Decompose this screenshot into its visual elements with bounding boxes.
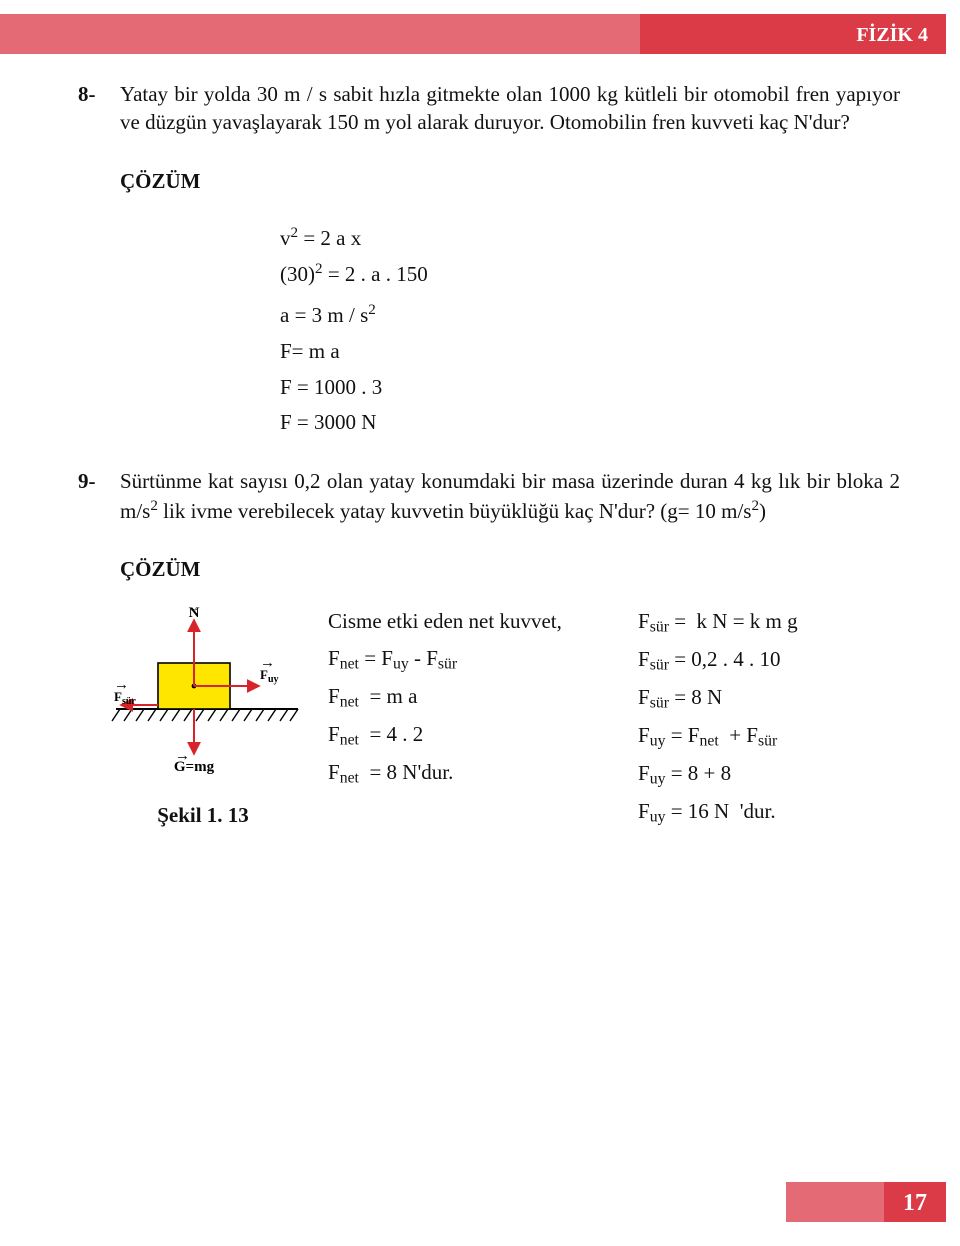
s9c2-l5: Fuy = 8 + 8 [638,755,900,793]
page-number: 17 [884,1182,946,1222]
solution-9-heading: ÇÖZÜM [120,555,900,583]
figure-9: → N G=mg → Fuy → Fsür → Şekil 1. 13 [78,601,328,829]
s9c2-l1: Fsür = k N = k m g [638,603,900,641]
solution-9-col-1: Cisme etki eden net kuvvet, Fnet = Fuy -… [328,601,628,792]
s9c1-l2: Fnet = Fuy - Fsür [328,640,628,678]
solution-9-body: → N G=mg → Fuy → Fsür → Şekil 1. 13 Cism… [78,601,900,831]
eq8-1: v2 = 2 a x [280,221,900,257]
solution-9-col-2: Fsür = k N = k m g Fsür = 0,2 . 4 . 10 F… [628,601,900,831]
question-9: 9- Sürtünme kat sayısı 0,2 olan yatay ko… [78,467,900,525]
solution-8-equations: v2 = 2 a x (30)2 = 2 . a . 150 a = 3 m /… [280,221,900,441]
solution-8-heading: ÇÖZÜM [120,167,900,195]
question-9-number: 9- [78,467,120,525]
question-8: 8- Yatay bir yolda 30 m / s sabit hızla … [78,80,900,137]
header-label: FİZİK 4 [856,24,928,46]
s9c1-l1: Cisme etki eden net kuvvet, [328,603,628,640]
s9c1-l4: Fnet = 4 . 2 [328,716,628,754]
page-number-band: 17 [786,1182,946,1222]
free-body-diagram: → N G=mg → Fuy → Fsür → [98,601,308,781]
svg-text:→: → [175,748,190,764]
eq8-5: F = 1000 . 3 [280,370,900,406]
eq8-3: a = 3 m / s2 [280,298,900,334]
page-content: 8- Yatay bir yolda 30 m / s sabit hızla … [78,80,900,831]
s9c2-l6: Fuy = 16 N 'dur. [638,793,900,831]
eq8-6: F = 3000 N [280,405,900,441]
header-band-left [0,14,640,54]
label-N: N [189,605,200,621]
eq8-2: (30)2 = 2 . a . 150 [280,257,900,293]
question-8-text: Yatay bir yolda 30 m / s sabit hızla git… [120,80,900,137]
s9c1-l5: Fnet = 8 N'dur. [328,754,628,792]
s9c2-l3: Fsür = 8 N [638,679,900,717]
header-band-right: FİZİK 4 [640,14,946,54]
figure-9-caption: Şekil 1. 13 [78,801,328,829]
question-8-number: 8- [78,80,120,137]
s9c2-l2: Fsür = 0,2 . 4 . 10 [638,641,900,679]
question-9-text: Sürtünme kat sayısı 0,2 olan yatay konum… [120,467,900,525]
eq8-4: F= m a [280,334,900,370]
s9c1-l3: Fnet = m a [328,678,628,716]
svg-text:→: → [114,677,129,693]
svg-text:→: → [260,655,275,671]
s9c2-l4: Fuy = Fnet + Fsür [638,717,900,755]
